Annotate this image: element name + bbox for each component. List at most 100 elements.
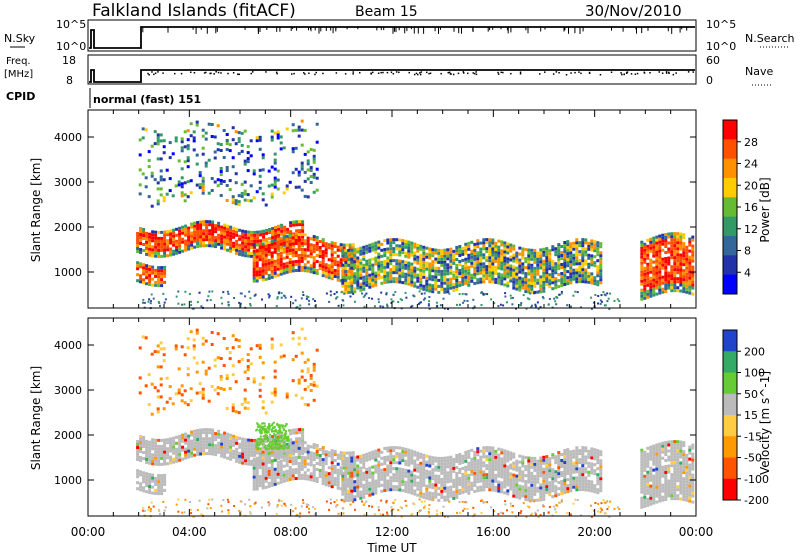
velocity-cell: [282, 449, 286, 453]
power-cell: [494, 241, 498, 245]
power-cell: [250, 254, 254, 258]
power-cell: [189, 122, 193, 126]
velocity-cell: [464, 471, 468, 475]
power-cell: [298, 307, 301, 310]
velocity-cell: [371, 453, 375, 457]
power-cell: [312, 259, 316, 263]
power-cell: [670, 238, 674, 242]
power-cell: [515, 269, 519, 273]
velocity-cell: [145, 484, 149, 488]
power-cell: [282, 250, 286, 254]
power-cell: [578, 253, 582, 257]
velocity-cell: [482, 449, 486, 453]
power-cell: [563, 250, 567, 253]
velocity-cell: [410, 488, 414, 492]
power-cell: [292, 223, 296, 227]
power-cell: [207, 122, 211, 126]
power-cell: [455, 279, 459, 282]
velocity-cell: [145, 451, 149, 455]
velocity-cell: [572, 467, 576, 471]
velocity-cell: [151, 447, 155, 451]
velocity-cell: [148, 452, 152, 456]
power-cell: [640, 282, 644, 286]
velocity-cell: [479, 479, 483, 483]
velocity-cell: [336, 456, 340, 460]
power-cell: [581, 262, 585, 266]
power-cell: [368, 249, 372, 253]
power-cell: [264, 268, 268, 272]
velocity-cell: [374, 464, 378, 468]
power-cell: [658, 243, 662, 247]
power-cell: [688, 249, 692, 253]
velocity-cell: [422, 465, 426, 469]
velocity-cell: [401, 453, 405, 457]
velocity-cell: [211, 437, 215, 441]
velocity-cell: [270, 480, 274, 484]
velocity-cell: [347, 471, 351, 475]
power-cell: [458, 254, 462, 257]
velocity-cell: [333, 477, 337, 480]
power-cell: [479, 256, 483, 260]
power-cell: [407, 255, 411, 259]
power-cell: [494, 244, 498, 248]
velocity-cell: [377, 481, 381, 485]
power-cell: [144, 185, 148, 189]
velocity-cell: [491, 455, 495, 459]
velocity-cell: [154, 450, 158, 454]
velocity-cell: [569, 465, 573, 469]
power-cell: [410, 271, 414, 275]
power-cell: [333, 260, 337, 263]
velocity-cell: [473, 474, 477, 478]
power-cell: [258, 255, 262, 259]
power-cell: [476, 269, 480, 273]
power-cell: [193, 233, 197, 237]
power-cell: [440, 275, 444, 279]
velocity-cell: [344, 495, 348, 499]
velocity-cell: [220, 436, 224, 440]
velocity-cell: [365, 452, 369, 456]
power-cell: [386, 303, 388, 306]
power-cell: [377, 264, 381, 268]
velocity-cell: [398, 488, 402, 492]
velocity-cell: [560, 492, 564, 495]
power-cell: [183, 130, 187, 134]
velocity-cell: [142, 436, 146, 439]
power-cell: [234, 130, 238, 134]
power-cell: [300, 161, 304, 165]
velocity-cell: [223, 443, 227, 447]
power-cell: [147, 159, 151, 163]
velocity-cell: [250, 450, 254, 454]
power-cell: [649, 264, 653, 268]
velocity-cell: [575, 485, 579, 489]
power-cell: [452, 270, 456, 274]
power-cell: [368, 246, 372, 250]
power-cell: [548, 276, 552, 280]
velocity-cell: [458, 483, 462, 486]
velocity-cell: [551, 477, 555, 481]
power-cell: [551, 245, 555, 249]
power-cell: [359, 270, 363, 274]
power-cell: [219, 194, 223, 197]
power-cell: [151, 230, 155, 234]
power-cell: [652, 269, 656, 273]
velocity-cell: [196, 435, 200, 438]
power-cell: [664, 281, 668, 284]
power-cell: [335, 297, 338, 300]
power-cell: [241, 250, 245, 254]
velocity-cell: [380, 456, 384, 460]
power-cell: [273, 244, 277, 248]
velocity-cell: [533, 474, 537, 478]
power-cell: [404, 278, 408, 282]
power-cell: [345, 258, 349, 262]
velocity-cell: [503, 464, 507, 468]
power-cell: [227, 301, 230, 304]
power-cell: [578, 277, 582, 281]
power-cell: [225, 184, 229, 187]
power-cell: [536, 290, 540, 294]
velocity-cell: [172, 460, 176, 464]
power-cell: [551, 272, 555, 276]
power-cell: [145, 237, 149, 241]
power-cell: [250, 251, 254, 255]
power-cell: [455, 285, 459, 288]
power-cell: [340, 291, 343, 293]
